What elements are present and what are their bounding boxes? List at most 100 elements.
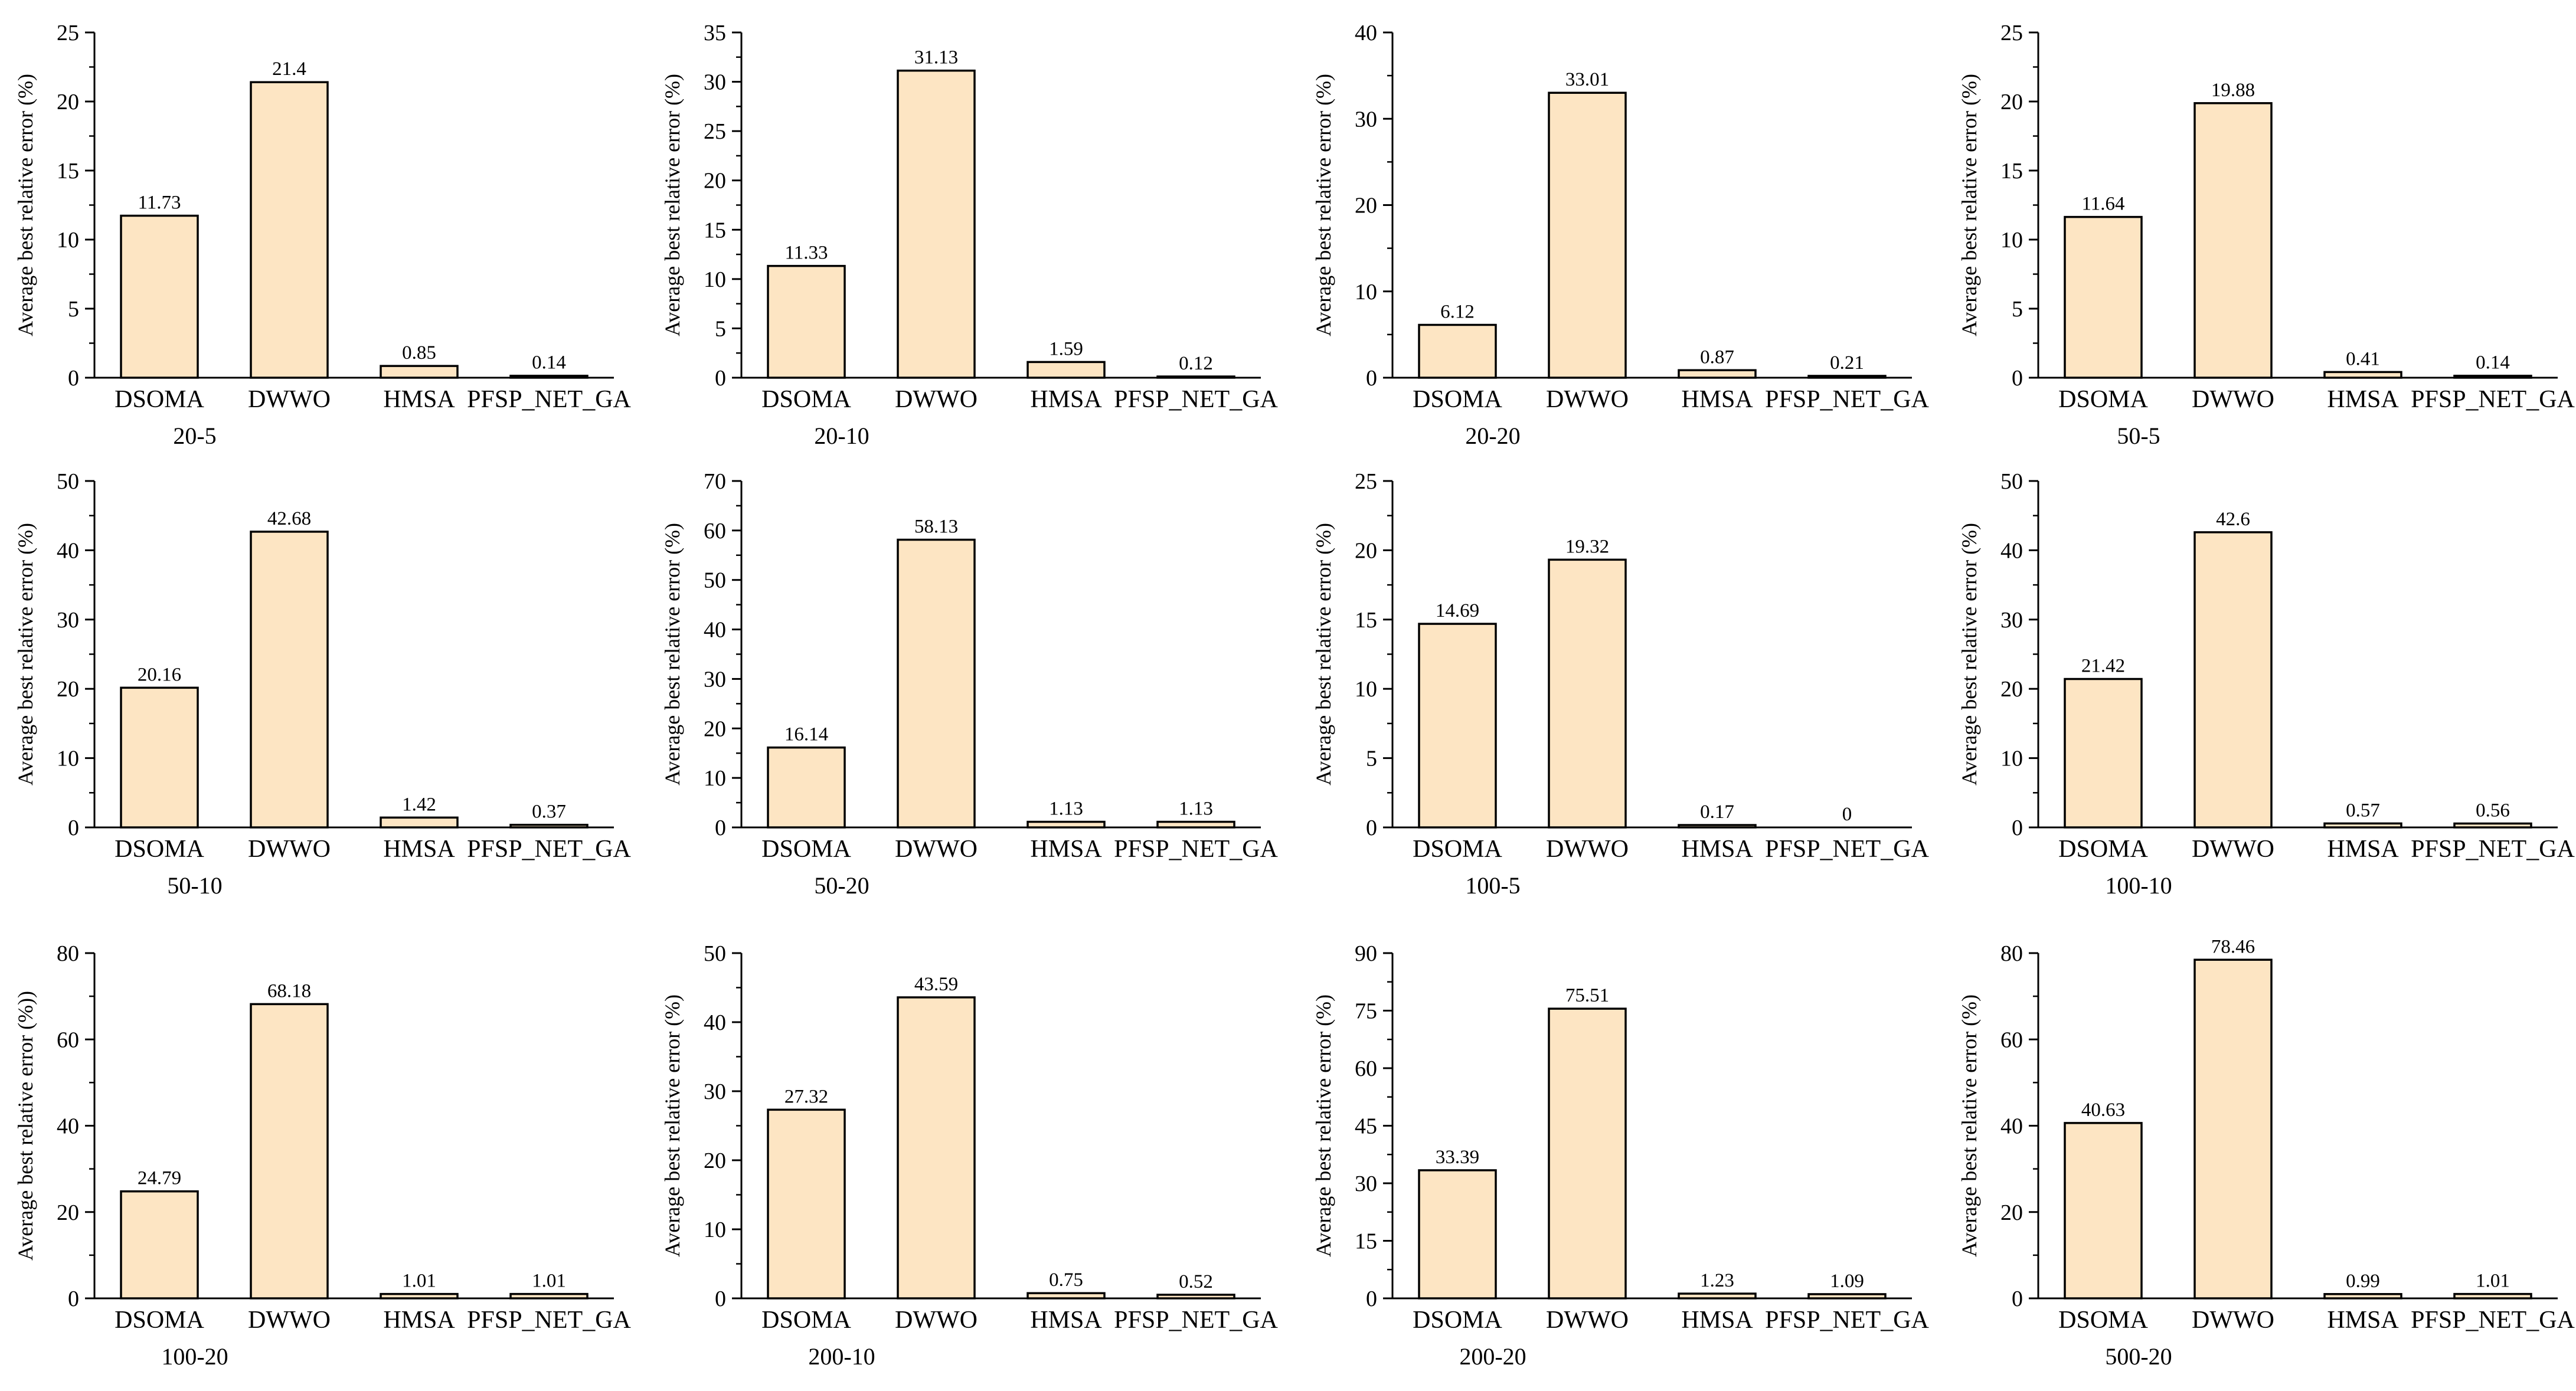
bar-PFSP_NET_GA bbox=[1156, 375, 1235, 379]
x-tick-label: DSOMA bbox=[1413, 1307, 1502, 1334]
x-tick-label: HMSA bbox=[383, 836, 455, 863]
y-tick-label: 20 bbox=[57, 1200, 79, 1225]
y-tick-label: 50 bbox=[57, 469, 79, 494]
data-label: 40.63 bbox=[2081, 1099, 2125, 1121]
chart-panel-50-20: 0 10 20 30 40 50 60 70 Average best relative err… bbox=[661, 469, 1279, 899]
y-tick-label: 30 bbox=[704, 70, 726, 95]
y-tick-label: 60 bbox=[57, 1027, 79, 1052]
data-label: 1.23 bbox=[1700, 1270, 1734, 1291]
x-tick-label: PFSP_NET_GA bbox=[467, 836, 631, 863]
bar-HMSA bbox=[2323, 1293, 2402, 1300]
y-axis-label: Average best relative error (%) bbox=[14, 74, 37, 336]
chart-panel-100-10: 0 10 20 30 40 50 Average best relative error (… bbox=[1957, 469, 2575, 899]
y-axis-label: Average best relative error (%)) bbox=[14, 991, 37, 1261]
y-tick-label: 30 bbox=[704, 667, 726, 692]
y-tick-label: 80 bbox=[2000, 941, 2023, 966]
y-tick-label: 15 bbox=[1355, 1229, 1377, 1254]
bar-HMSA bbox=[380, 1292, 459, 1300]
bar-DSOMA bbox=[120, 686, 199, 829]
data-label: 0.85 bbox=[402, 342, 436, 364]
x-tick-label: PFSP_NET_GA bbox=[467, 386, 631, 413]
data-label: 0.87 bbox=[1700, 346, 1734, 368]
data-label: 1.01 bbox=[402, 1271, 436, 1292]
bar-DWWO bbox=[897, 69, 976, 379]
chart-panel-20-10: 0 5 10 15 20 25 30 35 Average best relative erro… bbox=[661, 21, 1279, 449]
panel-title: 50-10 bbox=[167, 872, 222, 899]
data-label: 21.42 bbox=[2081, 656, 2125, 677]
data-label: 0.52 bbox=[1179, 1271, 1213, 1292]
data-label: 1.01 bbox=[2476, 1271, 2510, 1292]
y-tick-label: 0 bbox=[1366, 366, 1377, 391]
panel-title: 20-20 bbox=[1465, 423, 1520, 449]
y-axis-label: Average best relative error (%) bbox=[1957, 523, 1981, 785]
y-tick-label: 40 bbox=[704, 618, 726, 643]
y-tick-label: 30 bbox=[1355, 107, 1377, 132]
y-axis-label: Average best relative error (%) bbox=[1312, 74, 1335, 336]
x-tick-label: PFSP_NET_GA bbox=[1765, 1307, 1929, 1334]
y-tick-label: 0 bbox=[1366, 1287, 1377, 1311]
bar-HMSA bbox=[2323, 371, 2402, 379]
x-tick-label: DWWO bbox=[1546, 836, 1629, 863]
bar-DSOMA bbox=[2064, 1122, 2143, 1300]
y-axis-label: Average best relative error (%) bbox=[661, 74, 684, 336]
x-tick-label: DWWO bbox=[1546, 1307, 1629, 1334]
bar-DWWO bbox=[897, 996, 976, 1300]
y-tick-label: 30 bbox=[704, 1079, 726, 1104]
y-axis-label: Average best relative error (%) bbox=[1312, 994, 1335, 1257]
bar-DSOMA bbox=[1418, 1169, 1497, 1300]
y-tick-label: 0 bbox=[68, 366, 79, 391]
bar-PFSP_NET_GA bbox=[509, 1292, 589, 1300]
panel-title: 100-5 bbox=[1465, 872, 1520, 899]
bar-HMSA bbox=[1678, 824, 1757, 829]
y-tick-label: 30 bbox=[57, 608, 79, 633]
bar-PFSP_NET_GA bbox=[1807, 1293, 1887, 1300]
panel-title: 20-10 bbox=[814, 423, 869, 449]
x-tick-label: DWWO bbox=[895, 1307, 978, 1334]
data-label: 11.64 bbox=[2081, 194, 2124, 215]
bar-DWWO bbox=[250, 531, 329, 829]
y-tick-label: 25 bbox=[57, 21, 79, 45]
x-tick-label: DSOMA bbox=[115, 1307, 204, 1334]
y-tick-label: 0 bbox=[715, 1287, 726, 1311]
data-label: 0 bbox=[1842, 804, 1852, 825]
chart-panel-20-5: 0 5 10 15 20 25 Average best relative error (%… bbox=[14, 21, 632, 449]
y-tick-label: 40 bbox=[704, 1010, 726, 1035]
y-axis-label: Average best relative error (%) bbox=[661, 523, 684, 785]
bar-DSOMA bbox=[120, 1190, 199, 1300]
y-tick-label: 0 bbox=[2012, 816, 2023, 840]
bar-PFSP_NET_GA bbox=[2453, 822, 2532, 829]
y-axis-label: Average best relative error (%) bbox=[14, 523, 37, 785]
y-tick-label: 40 bbox=[1355, 21, 1377, 45]
data-label: 58.13 bbox=[914, 516, 958, 538]
panel-title: 100-10 bbox=[2105, 872, 2172, 899]
y-axis-label: Average best relative error (%) bbox=[1957, 74, 1981, 336]
y-tick-label: 10 bbox=[2000, 747, 2023, 771]
data-label: 1.13 bbox=[1179, 798, 1213, 820]
x-tick-label: DSOMA bbox=[2058, 1307, 2148, 1334]
data-label: 0.12 bbox=[1179, 353, 1213, 374]
data-label: 0.17 bbox=[1700, 801, 1734, 823]
x-tick-label: DSOMA bbox=[2058, 836, 2148, 863]
data-label: 16.14 bbox=[784, 724, 828, 745]
y-tick-label: 0 bbox=[715, 366, 726, 391]
y-tick-label: 0 bbox=[1366, 816, 1377, 840]
data-label: 1.42 bbox=[402, 794, 436, 815]
y-tick-label: 40 bbox=[57, 538, 79, 563]
y-tick-label: 5 bbox=[715, 316, 726, 341]
bar-PFSP_NET_GA bbox=[1156, 820, 1235, 829]
bar-DSOMA bbox=[767, 1108, 846, 1300]
y-tick-label: 75 bbox=[1355, 999, 1377, 1024]
x-tick-label: HMSA bbox=[1681, 386, 1753, 413]
bar-HMSA bbox=[380, 365, 459, 379]
x-tick-label: DWWO bbox=[248, 836, 331, 863]
y-tick-label: 5 bbox=[2012, 297, 2023, 322]
bar-DSOMA bbox=[767, 264, 846, 379]
bar-DWWO bbox=[1548, 1007, 1627, 1300]
panel-title: 50-20 bbox=[814, 872, 869, 899]
data-label: 0.56 bbox=[2476, 800, 2510, 821]
bar-DWWO bbox=[1548, 91, 1627, 379]
bar-HMSA bbox=[1027, 361, 1106, 379]
x-tick-label: PFSP_NET_GA bbox=[1114, 1307, 1278, 1334]
x-tick-label: HMSA bbox=[1030, 386, 1102, 413]
